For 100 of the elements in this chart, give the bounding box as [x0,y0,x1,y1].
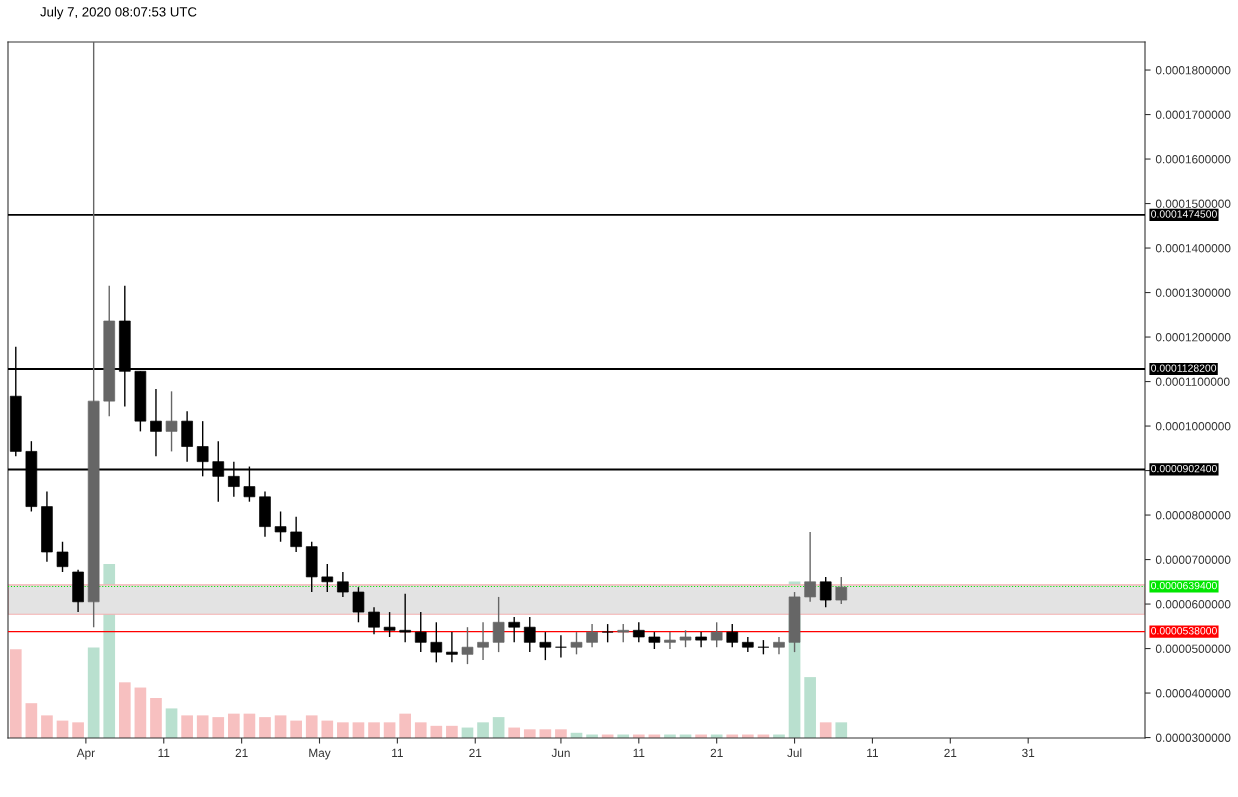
bar [228,713,240,738]
bar [819,722,832,738]
candlestick [804,531,816,603]
bar [41,715,53,738]
bar [165,708,178,738]
y-tick-label: 0.0001400000 [1155,244,1231,253]
candlestick [586,623,598,648]
bar [523,729,536,738]
ref-line-label: 0.0000538000 [1151,627,1217,635]
candlestick [633,621,645,644]
y-tick-label: 0.0000800000 [1155,511,1231,520]
x-tick-label: 11 [867,748,878,757]
bar [196,715,209,738]
candlestick [492,596,505,653]
x-tick-label: 21 [469,748,482,757]
x-tick-label: Apr [76,748,95,760]
candlestick [56,541,69,573]
candlestick [773,636,785,656]
candlestick [835,576,848,605]
bar [212,717,225,738]
candlestick [383,611,396,638]
bar [181,715,193,738]
ref-line-label: 0.0001128200 [1151,364,1217,372]
candlestick [617,623,630,644]
x-tick-label: Jun [551,748,570,758]
candlestick [726,623,739,648]
y-tick-label: 0.0001700000 [1155,110,1231,119]
candlestick [352,586,365,623]
bar [259,717,271,738]
chart-title: July 7, 2020 08:07:53 UTC [40,6,197,20]
bar [337,722,349,738]
candlestick [368,606,380,636]
bar [414,722,427,738]
bar [72,722,84,738]
y-tick-label: 0.0001200000 [1155,333,1231,342]
bar [368,722,380,738]
bar [399,713,412,738]
candlestick [601,623,614,644]
bar [430,725,443,738]
y-tick-label: 0.0000300000 [1155,733,1231,742]
bar [321,720,334,738]
ref-line-label: 0.0000639400 [1151,581,1217,590]
candlestick [165,390,178,453]
candlestick [695,631,707,648]
ref-line-label: 0.0000902400 [1151,464,1217,473]
candlestick [446,631,458,664]
x-tick-label: 11 [633,748,645,757]
candlestick [539,631,552,661]
candlestick [290,516,302,553]
bar [274,715,287,738]
bar [305,715,318,738]
bar [352,722,365,738]
x-tick-label: 11 [392,748,403,757]
bar [383,722,396,738]
x-tick-label: 11 [158,748,170,757]
candlestick [555,634,567,659]
bar [804,677,816,738]
x-tick-label: 21 [235,748,248,757]
bar [9,649,22,738]
bar [87,647,100,738]
candlestick [523,616,536,653]
candlestick [570,631,583,656]
bar [492,717,505,738]
bar [134,687,147,738]
y-tick-label: 0.0000600000 [1155,600,1231,609]
x-tick-label: May [309,748,331,760]
y-tick-label: 0.0001000000 [1155,422,1231,431]
candlestick [477,621,489,661]
candlestick [461,626,474,665]
y-tick-label: 0.0001800000 [1155,66,1231,75]
y-tick-label: 0.0000400000 [1155,689,1231,698]
y-tick-label: 0.0001300000 [1155,288,1231,297]
candlestick [274,510,287,543]
candlestick [399,593,411,644]
y-tick-label: 0.0001100000 [1155,377,1230,386]
y-tick-label: 0.0001500000 [1155,199,1231,208]
candlestick [664,631,676,650]
bar [290,720,302,738]
y-tick-label: 0.0000500000 [1155,644,1231,653]
bar [835,722,848,738]
bar [118,682,131,738]
candlestick [430,621,443,664]
x-tick-label: 21 [944,748,957,757]
bar [477,722,489,738]
x-tick-label: 21 [710,748,723,757]
ref-line-label: 0.0001474500 [1151,210,1217,218]
candlestick [710,621,723,648]
x-tick-label: Jul [787,748,802,758]
candlestick [321,563,334,593]
y-tick-label: 0.0000700000 [1155,555,1231,564]
bar [446,725,458,738]
x-tick-label: 31 [1022,748,1035,758]
candlestick [414,611,427,653]
bar [25,703,38,738]
y-tick-label: 0.0001600000 [1155,155,1231,164]
bar [150,697,162,738]
candlestick [508,616,520,644]
candlestick [337,571,349,598]
candlestick [819,576,832,608]
candlestick [150,388,162,458]
